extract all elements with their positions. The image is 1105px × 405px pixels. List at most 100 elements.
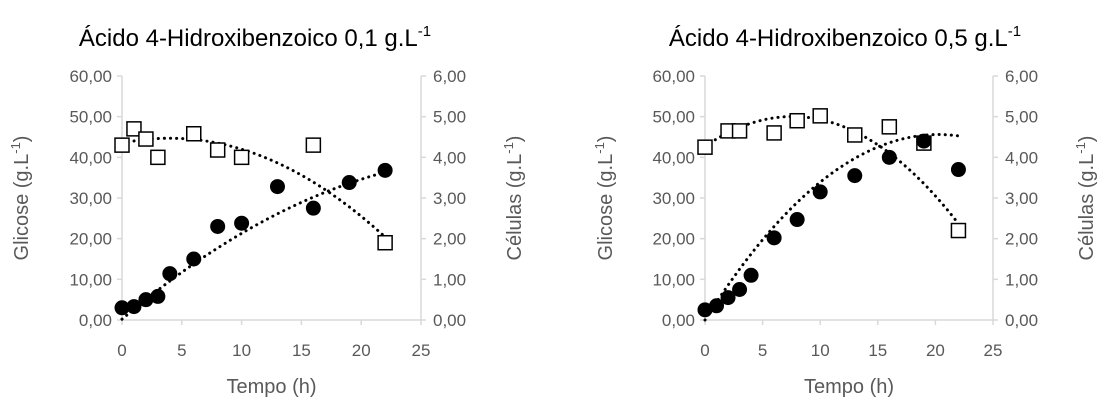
y-left-axis-label-end: ) xyxy=(11,136,33,143)
y-left-axis-label-end: ) xyxy=(595,136,617,143)
y-right-tick-label: 5,00 xyxy=(433,108,466,127)
glucose-point xyxy=(114,137,130,153)
x-axis-label: Tempo (h) xyxy=(804,376,894,398)
cells-point xyxy=(150,288,166,304)
chart-title-main: Ácido 4-Hidroxibenzoico 0,1 g.L xyxy=(79,25,418,52)
cells-point xyxy=(377,162,393,178)
cells-point xyxy=(234,215,250,231)
cells-point xyxy=(709,298,725,314)
y-left-axis-label: Glicose (g.L-1) xyxy=(592,136,617,261)
y-left-tick-label: 20,00 xyxy=(652,230,695,249)
y-left-tick-label: 10,00 xyxy=(69,270,112,289)
cells-point xyxy=(789,212,805,228)
x-tick-label: 20 xyxy=(926,341,945,360)
y-right-tick-label: 3,00 xyxy=(1005,189,1038,208)
y-right-tick-label: 4,00 xyxy=(1005,148,1038,167)
cells-point xyxy=(114,300,130,316)
x-tick-label: 0 xyxy=(117,341,126,360)
y-right-axis-label-superscript: -1 xyxy=(1073,142,1088,154)
y-right-tick-label: 3,00 xyxy=(433,189,466,208)
cells-point xyxy=(766,230,782,246)
cells-point xyxy=(847,168,863,184)
x-tick-label: 5 xyxy=(758,341,767,360)
x-tick-label: 0 xyxy=(700,341,709,360)
glucose-point xyxy=(881,119,898,135)
cells-point xyxy=(950,162,966,178)
cells-point xyxy=(916,133,932,149)
y-left-tick-label: 40,00 xyxy=(652,148,695,167)
y-left-tick-label: 40,00 xyxy=(69,148,112,167)
cells-point xyxy=(162,266,178,282)
glucose-point xyxy=(150,149,166,166)
glucose-point xyxy=(766,125,782,141)
y-left-axis-label-main: Glicose (g.L xyxy=(11,154,33,261)
y-left-tick-label: 60,00 xyxy=(69,67,112,86)
y-right-tick-label: 0,00 xyxy=(1005,311,1038,330)
x-tick-label: 10 xyxy=(232,341,251,360)
cells-point xyxy=(697,302,713,318)
chart-panel-1: Ácido 4-Hidroxibenzoico 0,1 g.L-10,0010,… xyxy=(8,23,526,398)
glucose-point xyxy=(186,125,202,142)
chart-title-main: Ácido 4-Hidroxibenzoico 0,5 g.L xyxy=(669,25,1008,52)
glucose-point xyxy=(731,123,748,139)
y-right-tick-label: 2,00 xyxy=(1005,230,1038,249)
x-tick-label: 5 xyxy=(177,341,186,360)
y-left-axis-label-superscript: -1 xyxy=(592,142,607,154)
cells-point xyxy=(210,218,226,234)
glucose-point xyxy=(847,127,863,143)
cells-point xyxy=(881,149,897,165)
glucose-point xyxy=(697,139,713,155)
x-tick-label: 25 xyxy=(412,341,431,360)
x-tick-label: 25 xyxy=(984,341,1003,360)
y-left-tick-label: 10,00 xyxy=(652,270,695,289)
x-tick-label: 20 xyxy=(352,341,371,360)
x-tick-label: 10 xyxy=(811,341,830,360)
glucose-point xyxy=(233,149,250,166)
glucose-point xyxy=(812,108,828,124)
y-left-tick-label: 60,00 xyxy=(652,67,695,86)
y-right-axis-label-end: ) xyxy=(504,136,526,143)
y-right-tick-label: 2,00 xyxy=(433,230,466,249)
y-right-axis-label-superscript: -1 xyxy=(501,142,516,154)
y-left-tick-label: 0,00 xyxy=(79,311,112,330)
cells-point xyxy=(126,299,142,315)
y-left-tick-label: 50,00 xyxy=(652,108,695,127)
chart-title: Ácido 4-Hidroxibenzoico 0,1 g.L-1 xyxy=(79,23,431,52)
y-right-axis-label: Células (g.L-1) xyxy=(1073,136,1098,261)
chart-title: Ácido 4-Hidroxibenzoico 0,5 g.L-1 xyxy=(669,23,1021,52)
cells-point xyxy=(186,251,202,267)
y-right-axis-label: Células (g.L-1) xyxy=(501,136,526,261)
cells-point xyxy=(305,200,321,216)
chart-title-superscript: -1 xyxy=(1008,23,1021,40)
x-axis-label: Tempo (h) xyxy=(226,376,316,398)
y-left-tick-label: 30,00 xyxy=(69,189,112,208)
y-right-tick-label: 6,00 xyxy=(433,67,466,86)
x-tick-label: 15 xyxy=(868,341,887,360)
y-left-tick-label: 50,00 xyxy=(69,108,112,127)
y-right-tick-label: 0,00 xyxy=(433,311,466,330)
cells-point xyxy=(138,292,154,308)
chart-panel-2: Ácido 4-Hidroxibenzoico 0,5 g.L-10,0010,… xyxy=(592,23,1098,398)
y-right-axis-label-end: ) xyxy=(1076,136,1098,143)
y-right-tick-label: 1,00 xyxy=(1005,270,1038,289)
y-left-axis-label-main: Glicose (g.L xyxy=(595,154,617,261)
y-right-tick-label: 6,00 xyxy=(1005,67,1038,86)
y-left-axis-label: Glicose (g.L-1) xyxy=(8,136,33,261)
y-left-axis-label-superscript: -1 xyxy=(8,142,23,154)
chart-title-superscript: -1 xyxy=(418,23,431,40)
y-left-tick-label: 30,00 xyxy=(652,189,695,208)
y-left-tick-label: 20,00 xyxy=(69,230,112,249)
glucose-point xyxy=(305,137,322,153)
glucose-point xyxy=(789,112,805,129)
glucose-point xyxy=(950,222,967,239)
cells-point xyxy=(812,184,828,200)
y-right-tick-label: 1,00 xyxy=(433,270,466,289)
cells-point xyxy=(732,282,748,297)
cells-point xyxy=(743,267,759,283)
glucose-point xyxy=(209,142,226,158)
glucose-point xyxy=(126,121,142,137)
cells-point xyxy=(341,175,357,191)
glucose-trendline xyxy=(120,136,387,239)
y-left-tick-label: 0,00 xyxy=(662,311,695,330)
